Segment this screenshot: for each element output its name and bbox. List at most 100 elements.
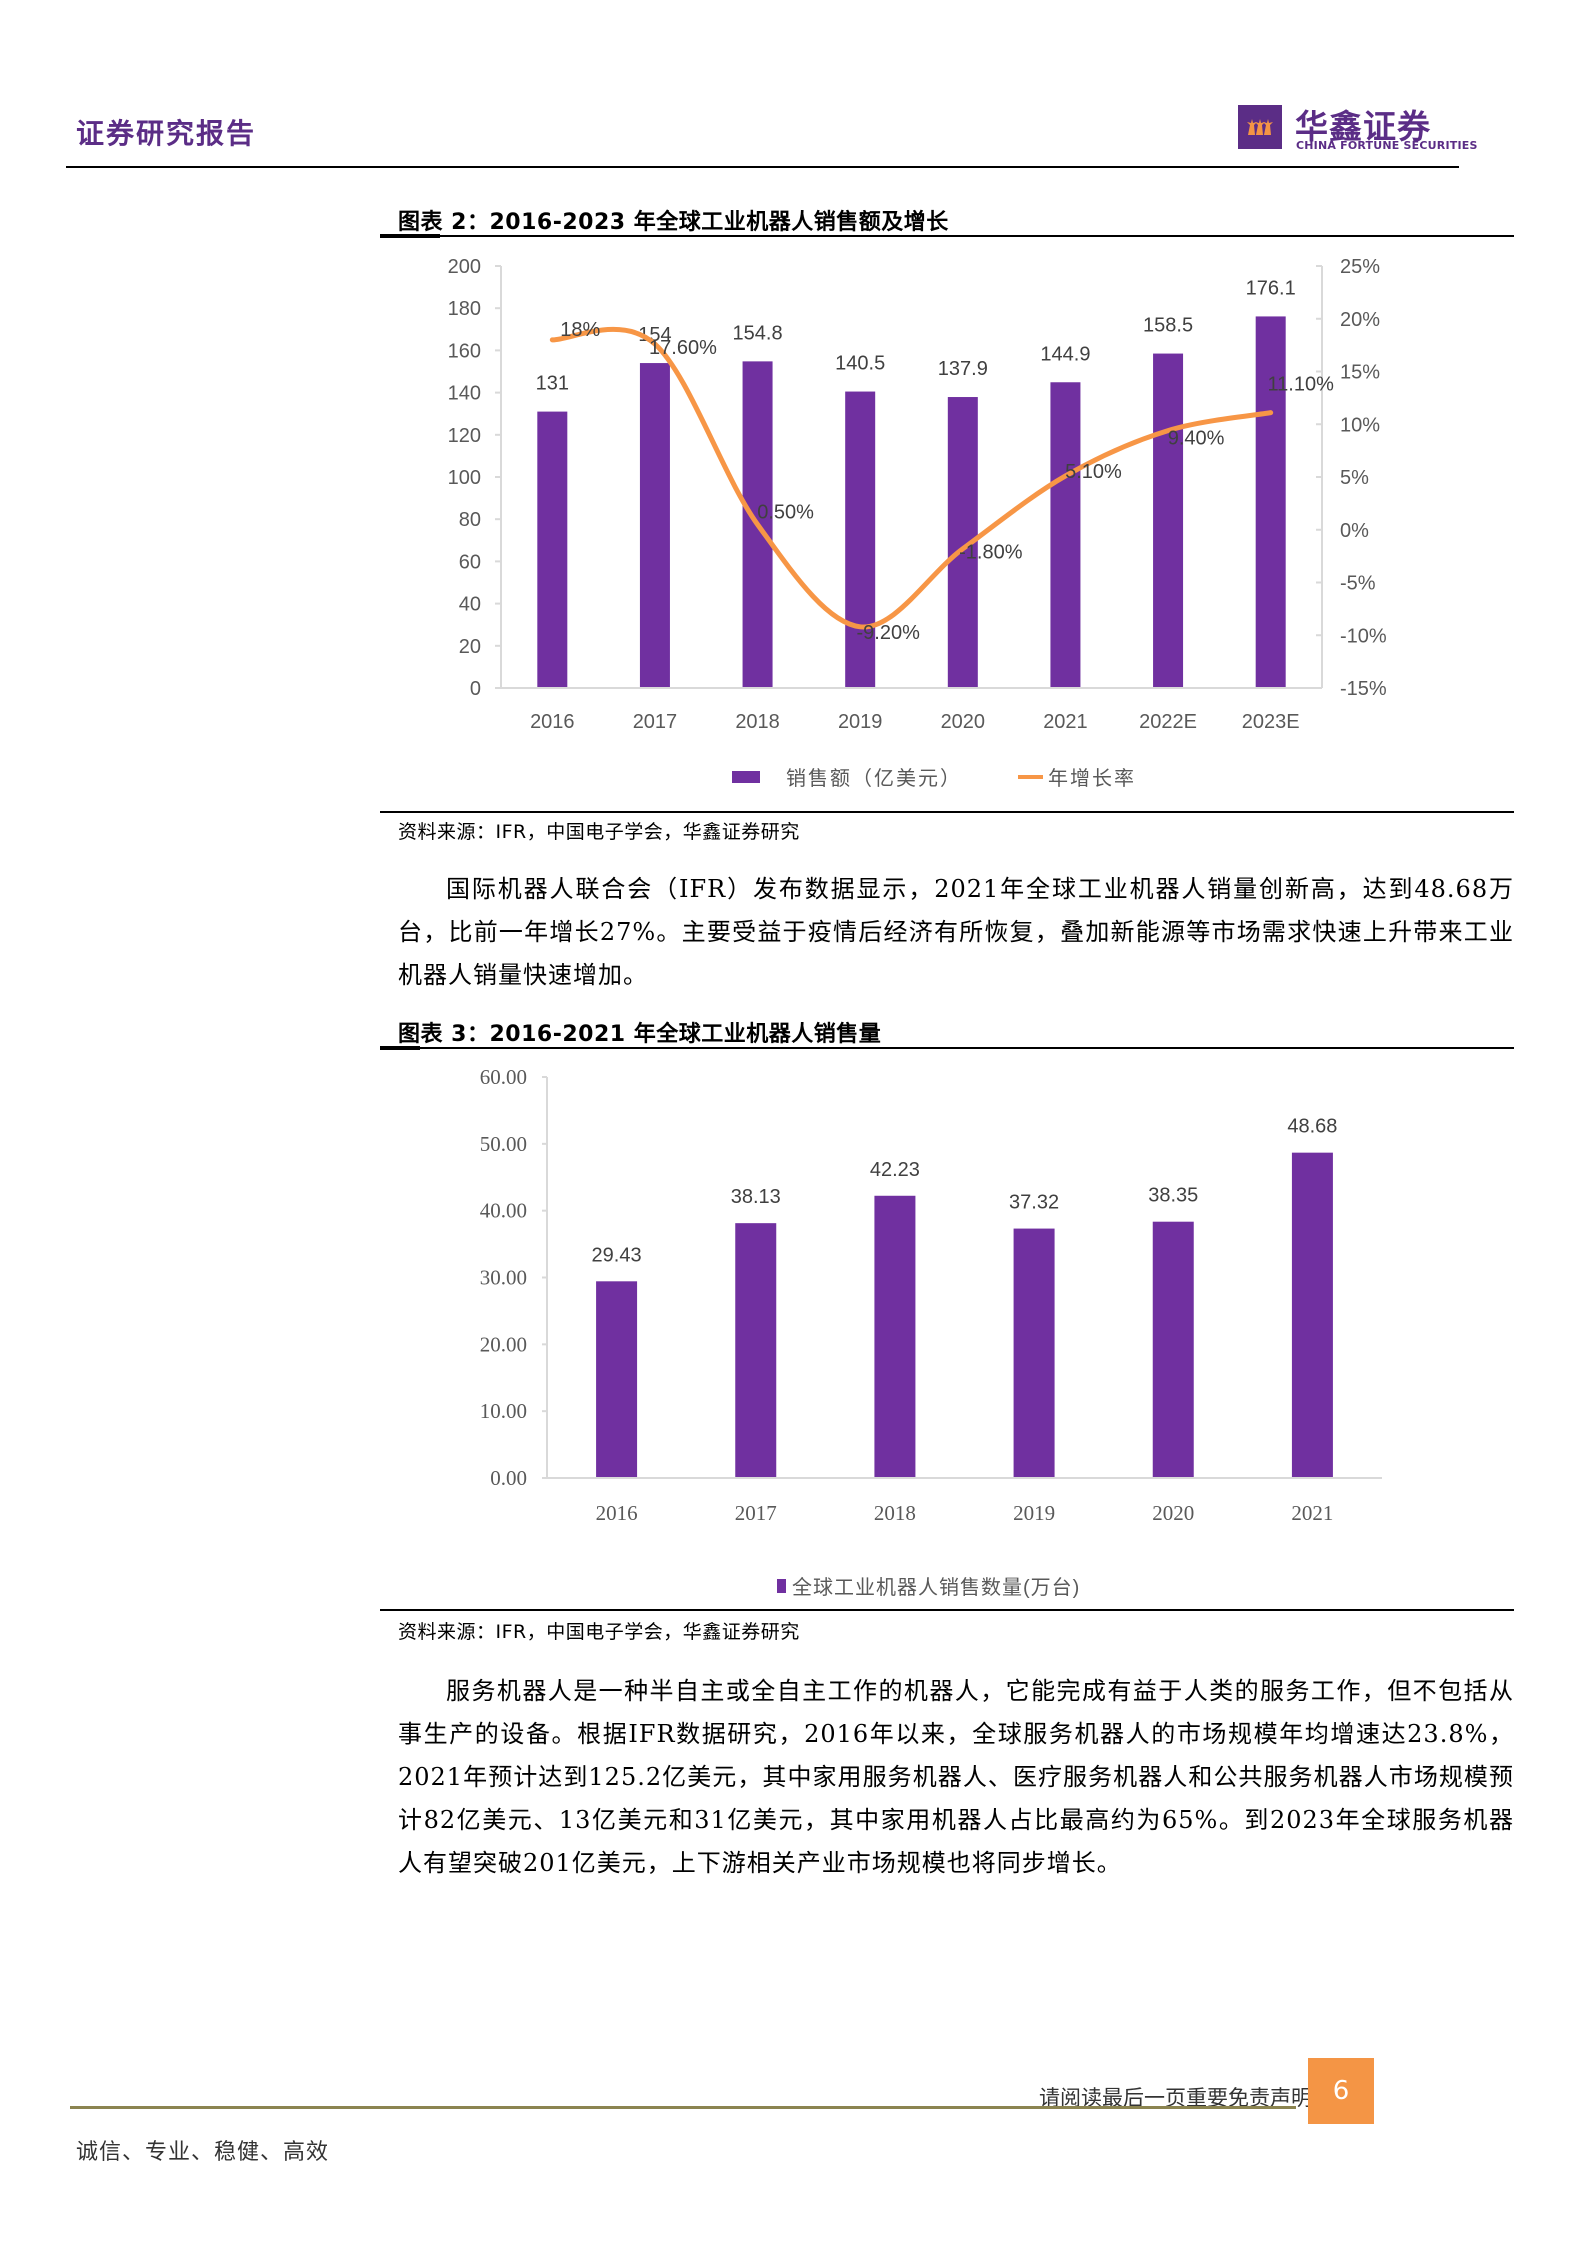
figure2-title: 图表 2：2016-2023 年全球工业机器人销售额及增长 bbox=[398, 210, 949, 235]
page-number: 6 bbox=[1332, 2076, 1350, 2106]
svg-text:2018: 2018 bbox=[735, 711, 780, 733]
svg-text:60: 60 bbox=[459, 551, 481, 573]
svg-text:158.5: 158.5 bbox=[1143, 315, 1193, 337]
svg-text:2017: 2017 bbox=[633, 711, 678, 733]
svg-text:全球工业机器人销售数量(万台): 全球工业机器人销售数量(万台) bbox=[792, 1576, 1080, 1599]
svg-text:38.35: 38.35 bbox=[1148, 1185, 1198, 1207]
svg-text:2018: 2018 bbox=[874, 1501, 916, 1525]
svg-text:0%: 0% bbox=[1340, 520, 1369, 542]
svg-text:140.5: 140.5 bbox=[835, 353, 885, 375]
chart-legend: 销售额（亿美元） 年增长率 bbox=[732, 767, 1134, 790]
report-type-label: 证券研究报告 bbox=[76, 117, 257, 150]
figure3-bottom-rule bbox=[380, 1609, 1514, 1611]
svg-text:38.13: 38.13 bbox=[731, 1186, 781, 1208]
svg-text:140: 140 bbox=[448, 383, 481, 405]
sales-volume-chart: 60.00 50.00 40.00 30.00 20.00 10.00 0.00 29.43… bbox=[480, 1065, 1382, 1599]
body-paragraph-2: 服务机器人是一种半自主或全自主工作的机器人，它能完成有益于人类的服务工作，但不包… bbox=[398, 1670, 1514, 1885]
svg-text:9.40%: 9.40% bbox=[1168, 428, 1225, 450]
svg-text:2019: 2019 bbox=[1013, 1501, 1055, 1525]
paragraph-1-text: 国际机器人联合会（IFR）发布数据显示，2021年全球工业机器人销量创新高，达到… bbox=[398, 875, 1514, 989]
svg-text:2020: 2020 bbox=[941, 711, 986, 733]
svg-text:10%: 10% bbox=[1340, 414, 1380, 436]
growth-rate-line: 18% 17.60% 0.50% -9.20% -1.80% 5.10% 9.40% 11.1… bbox=[549, 319, 1335, 644]
svg-text:-9.20%: -9.20% bbox=[857, 622, 921, 644]
svg-text:-1.80%: -1.80% bbox=[959, 542, 1023, 564]
svg-text:29.43: 29.43 bbox=[592, 1244, 642, 1266]
svg-text:20: 20 bbox=[459, 636, 481, 658]
figure3-top-rule-accent bbox=[380, 1046, 420, 1050]
svg-text:11.10%: 11.10% bbox=[1268, 374, 1335, 396]
svg-text:5%: 5% bbox=[1340, 467, 1369, 489]
svg-text:137.9: 137.9 bbox=[938, 358, 988, 380]
bar-2022E bbox=[1153, 353, 1184, 688]
svg-text:20%: 20% bbox=[1340, 309, 1380, 331]
svg-text:120: 120 bbox=[448, 425, 481, 447]
bar-2018 bbox=[874, 1195, 916, 1478]
brand-name-en: CHINA FORTUNE SECURITIES bbox=[1296, 139, 1478, 152]
bar-2019 bbox=[845, 391, 876, 688]
svg-text:15%: 15% bbox=[1340, 362, 1380, 384]
figure3-title: 图表 3：2016-2021 年全球工业机器人销售量 bbox=[398, 1022, 882, 1047]
company-motto: 诚信、专业、稳健、高效 bbox=[76, 2140, 330, 2165]
brand-logo-mark bbox=[1238, 105, 1282, 149]
svg-text:2021: 2021 bbox=[1043, 711, 1088, 733]
paragraph-2-text: 服务机器人是一种半自主或全自主工作的机器人，它能完成有益于人类的服务工作，但不包… bbox=[398, 1677, 1514, 1877]
figure2-top-rule bbox=[380, 235, 1514, 237]
header-divider bbox=[66, 166, 1459, 168]
svg-text:2016: 2016 bbox=[530, 711, 575, 733]
bar-2017 bbox=[735, 1223, 777, 1478]
body-paragraph-1: 国际机器人联合会（IFR）发布数据显示，2021年全球工业机器人销量创新高，达到… bbox=[398, 868, 1514, 997]
svg-text:176.1: 176.1 bbox=[1246, 277, 1296, 299]
svg-text:2020: 2020 bbox=[1152, 1501, 1194, 1525]
svg-text:200: 200 bbox=[448, 256, 481, 278]
svg-text:2019: 2019 bbox=[838, 711, 883, 733]
svg-text:18%: 18% bbox=[560, 319, 600, 341]
y-axis: 60.00 50.00 40.00 30.00 20.00 10.00 0.00 bbox=[480, 1065, 548, 1490]
svg-text:0.00: 0.00 bbox=[490, 1466, 527, 1490]
svg-text:17.60%: 17.60% bbox=[649, 337, 717, 359]
bar-2021 bbox=[1050, 382, 1081, 688]
x-axis: 2016 2017 2018 2019 2020 2021 2022E 2023E bbox=[501, 687, 1322, 733]
footer-divider bbox=[70, 2106, 1296, 2109]
svg-text:5.10%: 5.10% bbox=[1065, 461, 1122, 483]
svg-text:42.23: 42.23 bbox=[870, 1159, 920, 1181]
svg-text:131: 131 bbox=[536, 373, 569, 395]
svg-text:2016: 2016 bbox=[596, 1501, 638, 1525]
bar-2016 bbox=[537, 411, 568, 688]
bar-2019 bbox=[1013, 1228, 1055, 1478]
page-number-badge: 6 bbox=[1308, 2058, 1374, 2124]
chart-legend: 全球工业机器人销售数量(万台) bbox=[777, 1576, 1080, 1599]
figure2-top-rule-accent bbox=[380, 234, 440, 238]
figure2-bottom-rule bbox=[380, 811, 1514, 813]
svg-text:2022E: 2022E bbox=[1139, 711, 1197, 733]
svg-text:154.8: 154.8 bbox=[733, 322, 783, 344]
flame-logo-icon bbox=[1247, 119, 1273, 135]
svg-text:0: 0 bbox=[470, 678, 481, 700]
svg-text:2017: 2017 bbox=[735, 1501, 777, 1525]
svg-text:0.50%: 0.50% bbox=[757, 501, 814, 523]
svg-text:10.00: 10.00 bbox=[480, 1399, 527, 1423]
svg-text:40.00: 40.00 bbox=[480, 1199, 527, 1223]
svg-text:100: 100 bbox=[448, 467, 481, 489]
sales-volume-bars: 29.43 38.13 42.23 37.32 38.35 48.68 bbox=[592, 1116, 1337, 1478]
svg-text:20.00: 20.00 bbox=[480, 1332, 527, 1356]
bar-2023E bbox=[1255, 316, 1286, 688]
svg-text:50.00: 50.00 bbox=[480, 1132, 527, 1156]
svg-text:80: 80 bbox=[459, 509, 481, 531]
svg-text:2023E: 2023E bbox=[1242, 711, 1300, 733]
svg-text:-10%: -10% bbox=[1340, 625, 1387, 647]
svg-text:30.00: 30.00 bbox=[480, 1266, 527, 1290]
figure3-source: 资料来源：IFR，中国电子学会，华鑫证券研究 bbox=[398, 1621, 800, 1643]
x-axis: 2016 2017 2018 2019 2020 2021 bbox=[547, 1477, 1382, 1525]
bar-2021 bbox=[1291, 1152, 1333, 1478]
bar-2020 bbox=[1152, 1221, 1194, 1478]
bar-2016 bbox=[596, 1281, 638, 1478]
svg-text:-15%: -15% bbox=[1340, 678, 1387, 700]
right-y-axis: 25% 20% 15% 10% 5% 0% -5% -10% -15% bbox=[1316, 256, 1387, 700]
svg-text:25%: 25% bbox=[1340, 256, 1380, 278]
figure3-top-rule bbox=[380, 1047, 1514, 1049]
bar-2017 bbox=[639, 363, 670, 688]
